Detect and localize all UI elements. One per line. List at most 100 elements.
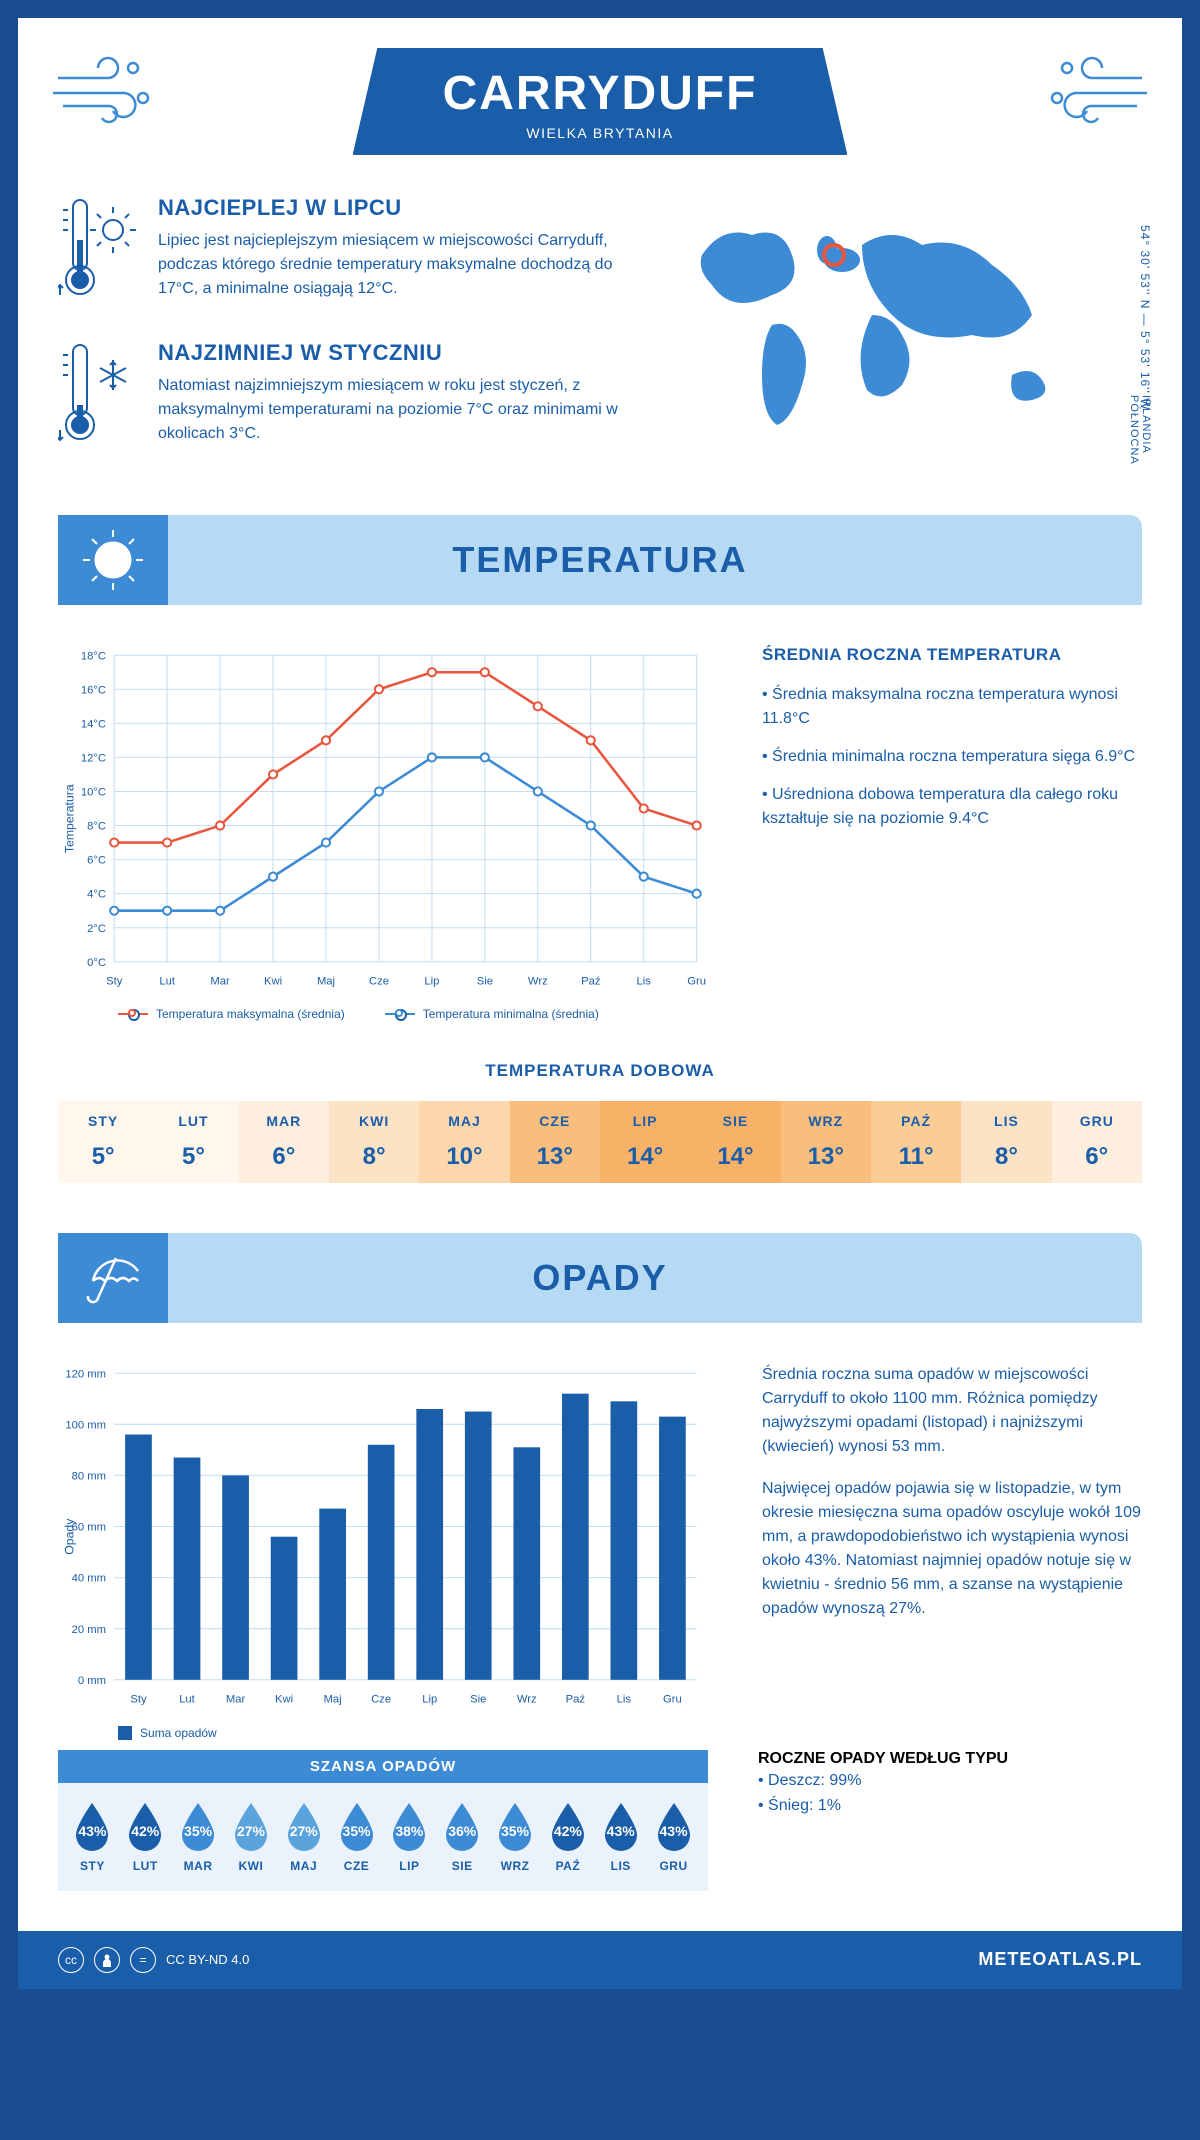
svg-text:20 mm: 20 mm xyxy=(72,1624,106,1636)
drop-item: 42%LUT xyxy=(121,1799,170,1873)
svg-text:40 mm: 40 mm xyxy=(72,1573,106,1585)
intro-section: NAJCIEPLEJ W LIPCU Lipiec jest najcieple… xyxy=(18,175,1182,515)
chart-legend: Temperatura maksymalna (średnia) Tempera… xyxy=(58,997,712,1021)
svg-text:Wrz: Wrz xyxy=(517,1694,537,1706)
drop-item: 27%KWI xyxy=(226,1799,275,1873)
svg-text:Sie: Sie xyxy=(470,1694,486,1706)
drop-item: 35%CZE xyxy=(332,1799,381,1873)
svg-text:Lip: Lip xyxy=(424,975,439,987)
temp-cell: SIE14° xyxy=(690,1101,780,1183)
temp-cell: KWI8° xyxy=(329,1101,419,1183)
temp-cell: CZE13° xyxy=(510,1101,600,1183)
svg-text:Paź: Paź xyxy=(581,975,601,987)
temp-cell: MAR6° xyxy=(239,1101,329,1183)
warmest-block: NAJCIEPLEJ W LIPCU Lipiec jest najcieple… xyxy=(58,195,622,310)
svg-text:Sty: Sty xyxy=(130,1694,147,1706)
svg-text:100 mm: 100 mm xyxy=(65,1420,106,1432)
coldest-block: NAJZIMNIEJ W STYCZNIU Natomiast najzimni… xyxy=(58,340,622,455)
drop-item: 43%GRU xyxy=(649,1799,698,1873)
svg-text:Lut: Lut xyxy=(179,1694,195,1706)
precip-text-2: Najwięcej opadów pojawia się w listopadz… xyxy=(762,1477,1142,1621)
drop-item: 35%WRZ xyxy=(491,1799,540,1873)
svg-text:Kwi: Kwi xyxy=(264,975,282,987)
info-bullet: • Średnia minimalna roczna temperatura s… xyxy=(762,745,1142,769)
svg-text:Paź: Paź xyxy=(566,1694,586,1706)
legend-max: Temperatura maksymalna (średnia) xyxy=(156,1007,345,1021)
drop-item: 38%LIP xyxy=(385,1799,434,1873)
chance-box: SZANSA OPADÓW 43%STY42%LUT35%MAR27%KWI27… xyxy=(58,1750,708,1891)
temp-cell: PAŹ11° xyxy=(871,1101,961,1183)
section-title: TEMPERATURA xyxy=(58,539,1142,581)
svg-text:10°C: 10°C xyxy=(81,787,106,799)
info-title: ŚREDNIA ROCZNA TEMPERATURA xyxy=(762,645,1142,665)
svg-text:Cze: Cze xyxy=(369,975,389,987)
svg-text:0 mm: 0 mm xyxy=(78,1675,106,1687)
temp-cell: LIS8° xyxy=(961,1101,1051,1183)
daily-temperature: TEMPERATURA DOBOWA STY5°LUT5°MAR6°KWI8°M… xyxy=(18,1041,1182,1233)
nd-icon: = xyxy=(130,1947,156,1973)
warmest-text: Lipiec jest najcieplejszym miesiącem w m… xyxy=(158,229,622,301)
region-label: IRLANDIA PÓŁNOCNA xyxy=(1128,395,1152,485)
wind-icon xyxy=(1032,48,1152,133)
legend-precip: Suma opadów xyxy=(140,1726,217,1740)
svg-text:14°C: 14°C xyxy=(81,718,106,730)
temperature-header: TEMPERATURA xyxy=(58,515,1142,605)
drop-item: 36%SIE xyxy=(438,1799,487,1873)
svg-text:Gru: Gru xyxy=(663,1694,682,1706)
drop-item: 43%STY xyxy=(68,1799,117,1873)
temp-cell: WRZ13° xyxy=(781,1101,871,1183)
svg-text:Lip: Lip xyxy=(422,1694,437,1706)
svg-text:2°C: 2°C xyxy=(87,923,106,935)
coldest-text: Natomiast najzimniejszym miesiącem w rok… xyxy=(158,374,622,446)
temp-cell: GRU6° xyxy=(1052,1101,1142,1183)
footer: cc = CC BY-ND 4.0 METEOATLAS.PL xyxy=(18,1931,1182,1989)
precipitation-chart: 0 mm20 mm40 mm60 mm80 mm100 mm120 mmStyL… xyxy=(58,1363,712,1739)
temp-cell: MAJ10° xyxy=(419,1101,509,1183)
svg-text:Opady: Opady xyxy=(62,1518,76,1555)
info-bullet: • Średnia maksymalna roczna temperatura … xyxy=(762,683,1142,731)
svg-text:6°C: 6°C xyxy=(87,855,106,867)
svg-text:Mar: Mar xyxy=(210,975,230,987)
svg-text:12°C: 12°C xyxy=(81,752,106,764)
svg-text:Lis: Lis xyxy=(637,975,652,987)
svg-text:60 mm: 60 mm xyxy=(72,1522,106,1534)
temp-cell: STY5° xyxy=(58,1101,148,1183)
sun-icon xyxy=(58,515,168,605)
drop-item: 27%MAJ xyxy=(279,1799,328,1873)
chart-legend: Suma opadów xyxy=(58,1716,712,1740)
svg-text:0°C: 0°C xyxy=(87,957,106,969)
precip-text-1: Średnia roczna suma opadów w miejscowośc… xyxy=(762,1363,1142,1459)
type-bullet: • Deszcz: 99% xyxy=(758,1768,1138,1794)
type-bullet: • Śnieg: 1% xyxy=(758,1793,1138,1819)
city-name: CARRYDUFF xyxy=(443,66,758,121)
site-name: METEOATLAS.PL xyxy=(978,1949,1142,1970)
warmest-title: NAJCIEPLEJ W LIPCU xyxy=(158,195,622,221)
svg-text:Cze: Cze xyxy=(371,1694,391,1706)
chance-title: SZANSA OPADÓW xyxy=(58,1750,708,1783)
section-title: OPADY xyxy=(58,1257,1142,1299)
svg-text:Lis: Lis xyxy=(617,1694,632,1706)
umbrella-icon xyxy=(58,1233,168,1323)
svg-text:Gru: Gru xyxy=(687,975,706,987)
svg-text:4°C: 4°C xyxy=(87,889,106,901)
thermometer-hot-icon xyxy=(58,195,138,310)
svg-text:Maj: Maj xyxy=(317,975,335,987)
wind-icon xyxy=(48,48,168,133)
drop-item: 42%PAŹ xyxy=(543,1799,592,1873)
map-panel: 54° 30' 53'' N — 5° 53' 16'' W IRLANDIA … xyxy=(662,195,1142,485)
svg-text:16°C: 16°C xyxy=(81,684,106,696)
temperature-chart: 0°C 2°C 4°C 6°C 8°C 10°C 12°C 14°C 16°C 18°C Sty Lu… xyxy=(58,645,712,1021)
drop-item: 43%LIS xyxy=(596,1799,645,1873)
svg-text:8°C: 8°C xyxy=(87,821,106,833)
temperature-info: ŚREDNIA ROCZNA TEMPERATURA • Średnia mak… xyxy=(762,645,1142,1021)
svg-text:Lut: Lut xyxy=(159,975,175,987)
svg-text:18°C: 18°C xyxy=(81,650,106,662)
info-bullet: • Uśredniona dobowa temperatura dla całe… xyxy=(762,783,1142,831)
world-map xyxy=(662,195,1102,455)
legend-min: Temperatura minimalna (średnia) xyxy=(423,1007,599,1021)
drop-item: 35%MAR xyxy=(174,1799,223,1873)
daily-title: TEMPERATURA DOBOWA xyxy=(58,1061,1142,1081)
precipitation-info: Średnia roczna suma opadów w miejscowośc… xyxy=(762,1363,1142,1739)
coldest-title: NAJZIMNIEJ W STYCZNIU xyxy=(158,340,622,366)
svg-text:Sty: Sty xyxy=(106,975,123,987)
